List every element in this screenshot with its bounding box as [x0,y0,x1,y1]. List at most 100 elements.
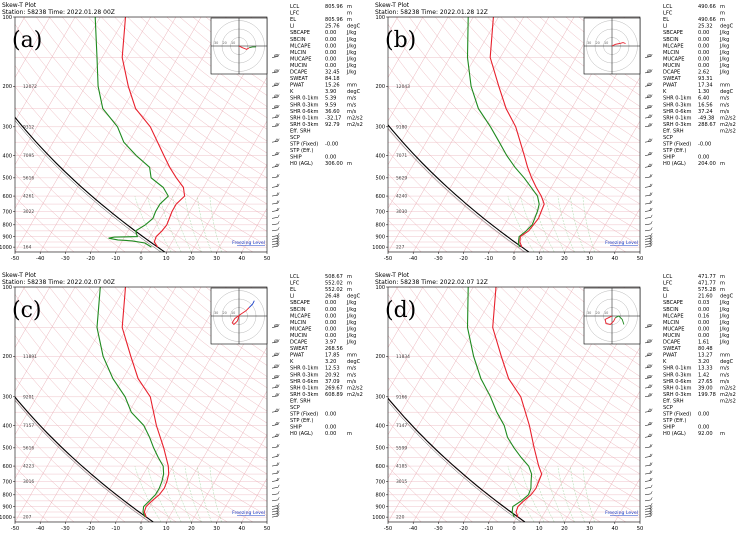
index-unit: J/kg [719,37,729,43]
wind-barb [645,155,651,156]
wind-barb-flag [651,375,652,378]
wind-barb-flag [651,201,652,204]
wind-barb [645,396,651,397]
wind-barb [272,494,278,495]
wind-barb-flag [278,485,279,488]
index-value: 16.56 [698,102,713,108]
index-unit: m2/s2 [720,398,736,404]
wind-barb-flag [278,393,279,396]
isotherm [65,17,201,252]
hodograph-ring-label: 10 [231,311,235,315]
height-label: 9201 [23,394,34,400]
wind-barb [272,108,278,109]
index-value: 3.20 [325,359,336,365]
index-value: 0.00 [325,30,336,36]
wind-barb [645,72,651,73]
wind-barb [645,108,651,109]
wind-barb-flag [651,497,652,500]
index-value: 2.62 [698,70,709,76]
height-label: 9166 [396,394,407,400]
index-label: MUCAPE [663,326,684,332]
x-tick-label: 30 [213,526,220,532]
wind-barb-flag [648,115,649,118]
wind-barb-flag [647,324,648,327]
pressure-tick-label: 500 [2,446,12,452]
wind-barb-flag [648,105,649,108]
index-label: MLCAPE [290,313,311,319]
index-unit: m [347,11,352,17]
dewpoint-profile [468,17,540,247]
wind-barb [272,500,278,501]
height-label: 220 [396,515,405,521]
station-time-label: Station: 58238 Time: 2022.02.07 00Z [2,279,115,286]
wind-barb [272,72,278,73]
index-value: 552.02 [325,281,343,287]
index-unit: J/kg [346,340,356,346]
index-value: 552.02 [325,287,343,293]
index-label: SHR 0-3km [663,372,691,378]
index-label: SHR 0-1km [663,96,691,102]
index-unit: degC [720,294,734,300]
wind-barb [272,203,278,204]
wind-barb-flag [275,69,276,72]
wind-barb-flag [651,54,652,57]
index-label: SBCIN [663,307,679,313]
index-unit: m/s [347,109,357,115]
wind-barb-flag [278,454,279,457]
wind-barb [272,141,278,142]
index-value: 608.89 [325,392,343,398]
index-value: 25.76 [325,24,340,30]
index-label: SCP [290,405,300,411]
index-value: 0.00 [325,56,336,62]
index-unit: m [347,431,352,437]
index-label: MUCAPE [290,326,311,332]
index-label: MUCAPE [290,56,311,62]
pressure-tick-label: 700 [2,479,12,485]
wind-barb-flag [278,193,279,196]
freezing-level-label: Freezing Level [605,510,638,516]
height-label: 5629 [396,175,407,181]
index-unit: m2/s2 [347,115,363,121]
wind-barb [645,203,651,204]
index-label: SRH 0-3km [290,122,318,128]
index-label: SHIP [290,155,302,161]
wind-barb [645,447,651,448]
wind-barb-flag [651,463,652,466]
index-value: 204.00 [698,161,716,167]
wind-barb-flag [647,353,648,356]
wind-barb-flag [647,69,648,72]
index-value: 3.97 [325,340,336,346]
wind-barb [272,480,278,481]
wind-barb-flag [278,184,279,187]
height-label: 207 [23,515,32,521]
index-unit: J/kg [346,56,356,62]
index-unit: m [720,11,725,17]
wind-barb-flag [647,83,648,86]
index-label: MLCAPE [663,313,684,319]
wind-barb-flag [651,444,652,447]
index-label: PWAT [290,353,305,359]
index-unit: m/s [347,372,357,378]
wind-barb-flag [651,105,652,108]
wind-barb [272,396,278,397]
height-label: 7147 [396,423,407,429]
moist-adiabat [570,466,584,522]
index-value: 269.67 [325,385,343,391]
x-tick-label: 40 [238,256,245,262]
index-label: SRH 0-3km [663,122,691,128]
wind-barb [272,244,278,245]
index-label: SBCAPE [290,300,310,306]
dry-adiabat [292,17,473,252]
index-unit: J/kg [719,307,729,313]
wind-barb [272,487,278,488]
x-tick-label: 20 [188,256,195,262]
index-label: PWAT [663,83,678,89]
index-unit: degC [720,24,734,30]
hodograph-ring-label: 20 [223,41,227,45]
dry-adiabat [36,17,329,252]
dry-adiabat [292,287,473,522]
wind-barb-flag [651,215,652,218]
index-label: PWAT [663,353,678,359]
index-value: 36.60 [325,109,340,115]
wind-barb [272,210,278,211]
